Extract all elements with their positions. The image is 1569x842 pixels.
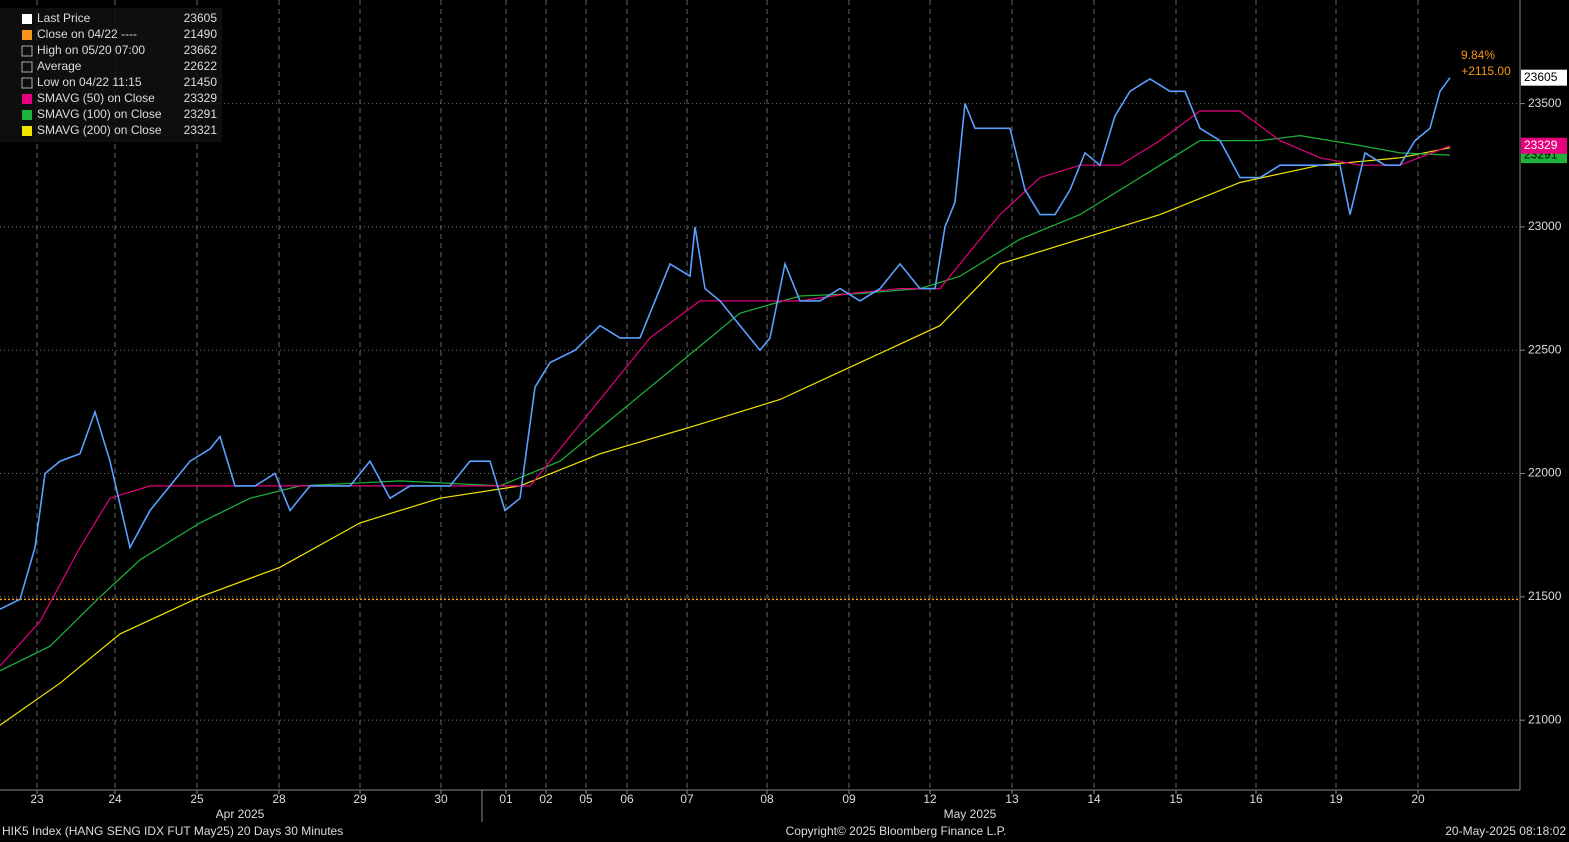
legend-value: 23662 (184, 43, 218, 57)
series-line (0, 147, 1451, 726)
legend-swatch (21, 61, 33, 73)
legend-label: Last Price (37, 11, 91, 25)
x-tick-label: 02 (539, 792, 553, 806)
legend-value: 23329 (184, 91, 218, 105)
y-tick-label: 23000 (1528, 219, 1562, 233)
x-tick-label: 25 (190, 792, 204, 806)
x-tick-label: 01 (499, 792, 513, 806)
x-tick-label: 19 (1329, 792, 1343, 806)
x-tick-label: 16 (1249, 792, 1263, 806)
legend-value: 23321 (184, 123, 218, 137)
legend-label: Low on 04/22 11:15 (37, 75, 142, 89)
legend-swatch (22, 14, 32, 24)
x-tick-label: 13 (1005, 792, 1019, 806)
x-tick-label: 24 (108, 792, 122, 806)
legend-label: Close on 04/22 ---- (37, 27, 137, 41)
x-tick-label: 14 (1087, 792, 1101, 806)
x-tick-label: 08 (760, 792, 774, 806)
month-label: May 2025 (944, 807, 997, 821)
footer-left: HIK5 Index (HANG SENG IDX FUT May25) 20 … (2, 824, 343, 838)
x-tick-label: 29 (353, 792, 367, 806)
change-pct: 9.84% (1461, 48, 1495, 62)
x-tick-label: 30 (434, 792, 448, 806)
legend-value: 21450 (184, 75, 218, 89)
x-tick-label: 20 (1411, 792, 1425, 806)
x-tick-label: 12 (923, 792, 937, 806)
y-tick-label: 23500 (1528, 96, 1562, 110)
series-line (0, 134, 1451, 672)
legend-value: 22622 (184, 59, 218, 73)
x-tick-label: 09 (842, 792, 856, 806)
x-tick-label: 07 (680, 792, 694, 806)
footer-center: Copyright© 2025 Bloomberg Finance L.P. (786, 824, 1007, 838)
y-tick-label: 22000 (1528, 466, 1562, 480)
y-tick-label: 21500 (1528, 589, 1562, 603)
legend-box (0, 8, 222, 142)
legend-swatch (22, 110, 32, 120)
x-tick-label: 23 (30, 792, 44, 806)
price-flag-label: 23329 (1524, 138, 1558, 152)
price-flag-label: 23605 (1524, 70, 1558, 84)
legend-swatch (22, 30, 32, 40)
x-tick-label: 06 (620, 792, 634, 806)
legend-value: 23291 (184, 107, 218, 121)
legend-label: SMAVG (200) on Close (37, 123, 162, 137)
y-tick-label: 22500 (1528, 342, 1562, 356)
x-tick-label: 15 (1169, 792, 1183, 806)
legend-swatch (21, 77, 33, 89)
x-tick-label: 28 (272, 792, 286, 806)
change-abs: +2115.00 (1461, 64, 1511, 78)
footer-right: 20-May-2025 08:18:02 (1445, 824, 1566, 838)
legend-label: Average (37, 59, 82, 73)
legend-swatch (21, 45, 33, 57)
legend-swatch (22, 94, 32, 104)
legend-value: 23605 (184, 11, 218, 25)
price-flag (1521, 69, 1567, 86)
price-flag (1521, 137, 1567, 154)
x-tick-label: 05 (579, 792, 593, 806)
legend-label: High on 05/20 07:00 (37, 43, 145, 57)
series-line (0, 77, 1451, 610)
month-label: Apr 2025 (216, 807, 265, 821)
legend-label: SMAVG (100) on Close (37, 107, 162, 121)
legend-swatch (22, 126, 32, 136)
y-tick-label: 21000 (1528, 712, 1562, 726)
legend-value: 21490 (184, 27, 218, 41)
legend-label: SMAVG (50) on Close (37, 91, 155, 105)
